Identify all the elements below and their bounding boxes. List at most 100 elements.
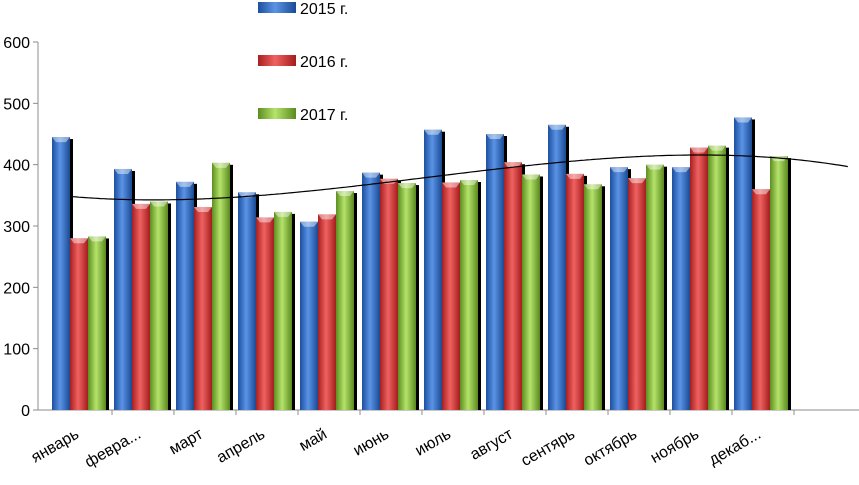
bar-body xyxy=(176,181,194,410)
bar xyxy=(362,172,383,410)
category-label: август xyxy=(467,425,516,463)
bar xyxy=(752,189,773,410)
bar-bevel xyxy=(486,134,504,139)
bar xyxy=(88,236,109,410)
category-label: июнь xyxy=(350,426,392,460)
bar-body xyxy=(88,236,106,410)
bar-body xyxy=(424,129,442,410)
bar xyxy=(690,147,711,410)
bar-body xyxy=(770,156,788,410)
bar xyxy=(548,124,569,411)
bar xyxy=(672,167,693,410)
bar xyxy=(274,211,295,410)
bar xyxy=(70,238,91,410)
bar-body xyxy=(628,178,646,410)
bar-body xyxy=(318,214,336,410)
bar-bevel xyxy=(646,164,664,170)
legend-item: 2015 г. xyxy=(258,1,348,18)
bar xyxy=(52,137,73,411)
bar-body xyxy=(336,191,354,410)
bar-bevel xyxy=(52,137,70,143)
bar-bevel xyxy=(734,117,752,123)
bar-bevel xyxy=(114,168,132,174)
bar-body xyxy=(504,162,522,410)
bar xyxy=(442,182,463,410)
legend-item: 2017 г. xyxy=(258,107,348,124)
legend-label: 2016 г. xyxy=(300,54,348,71)
legend-swatch xyxy=(258,2,296,13)
y-tick-label: 300 xyxy=(3,219,30,236)
bar-bevel xyxy=(424,129,442,135)
bar-body xyxy=(566,173,584,410)
x-ticks: январь февра... март апрель май июнь июль авгус… xyxy=(29,410,795,472)
bar xyxy=(194,206,215,410)
category-label: апрель xyxy=(214,426,268,467)
bar xyxy=(176,181,197,410)
bar-body xyxy=(734,117,752,410)
bar-bevel xyxy=(318,214,336,220)
bar xyxy=(770,156,791,410)
bar-bevel xyxy=(256,217,274,223)
bar-bevel xyxy=(566,173,584,179)
bar xyxy=(504,162,525,410)
bar xyxy=(318,214,339,410)
bar-body xyxy=(256,217,274,410)
legend-swatch xyxy=(258,55,296,66)
bar-body xyxy=(362,172,380,410)
y-tick-label: 400 xyxy=(3,158,30,175)
bar xyxy=(114,168,135,410)
bar-bevel xyxy=(88,236,106,242)
bar-body xyxy=(486,134,504,410)
y-tick-label: 200 xyxy=(3,280,30,297)
bar-bevel xyxy=(300,221,318,227)
bar-bevel xyxy=(708,145,726,151)
bar xyxy=(256,217,277,410)
bar xyxy=(424,129,445,410)
category-label: март xyxy=(167,425,207,458)
bar-bevel xyxy=(628,178,646,184)
bar-body xyxy=(460,180,478,410)
bar-bevel xyxy=(70,238,88,244)
bar-body xyxy=(132,203,150,410)
bar-bevel xyxy=(752,189,770,195)
bar xyxy=(336,191,357,410)
bar-body xyxy=(398,183,416,410)
category-label: май xyxy=(297,426,330,455)
bar-bevel xyxy=(176,181,194,187)
bar-body xyxy=(690,147,708,410)
bar-body xyxy=(52,137,70,411)
legend-item: 2016 г. xyxy=(258,54,348,71)
bar-body xyxy=(238,192,256,410)
bar-bevel xyxy=(548,124,566,130)
category-label: ноябрь xyxy=(648,426,702,467)
category-label: февра... xyxy=(82,426,144,472)
bar-bevel xyxy=(398,183,416,189)
bar-body xyxy=(150,201,168,410)
bar-body xyxy=(274,211,292,410)
bar xyxy=(584,184,605,410)
bar-bevel xyxy=(584,184,602,190)
bar xyxy=(734,117,755,410)
bar-bevel xyxy=(610,167,628,173)
bar xyxy=(486,134,507,410)
bar-body xyxy=(212,162,230,410)
category-label: декаб... xyxy=(706,426,764,469)
bar-body xyxy=(300,221,318,410)
legend-swatch xyxy=(258,108,296,119)
bar-body xyxy=(522,174,540,410)
bar xyxy=(628,178,649,410)
bar-bevel xyxy=(460,180,478,185)
bar-body xyxy=(380,178,398,410)
bar-bevel xyxy=(362,172,380,178)
legend: 2015 г. 2016 г. 2017 г. xyxy=(258,1,348,124)
bar xyxy=(300,221,321,410)
bar-bevel xyxy=(336,191,354,197)
bar-body xyxy=(548,124,566,411)
bar-body xyxy=(114,168,132,410)
bar xyxy=(212,162,233,410)
bar xyxy=(380,178,401,410)
bar-bevel xyxy=(690,147,708,153)
bar xyxy=(566,173,587,410)
bar-bevel xyxy=(194,206,212,212)
bar-bevel xyxy=(672,167,690,173)
